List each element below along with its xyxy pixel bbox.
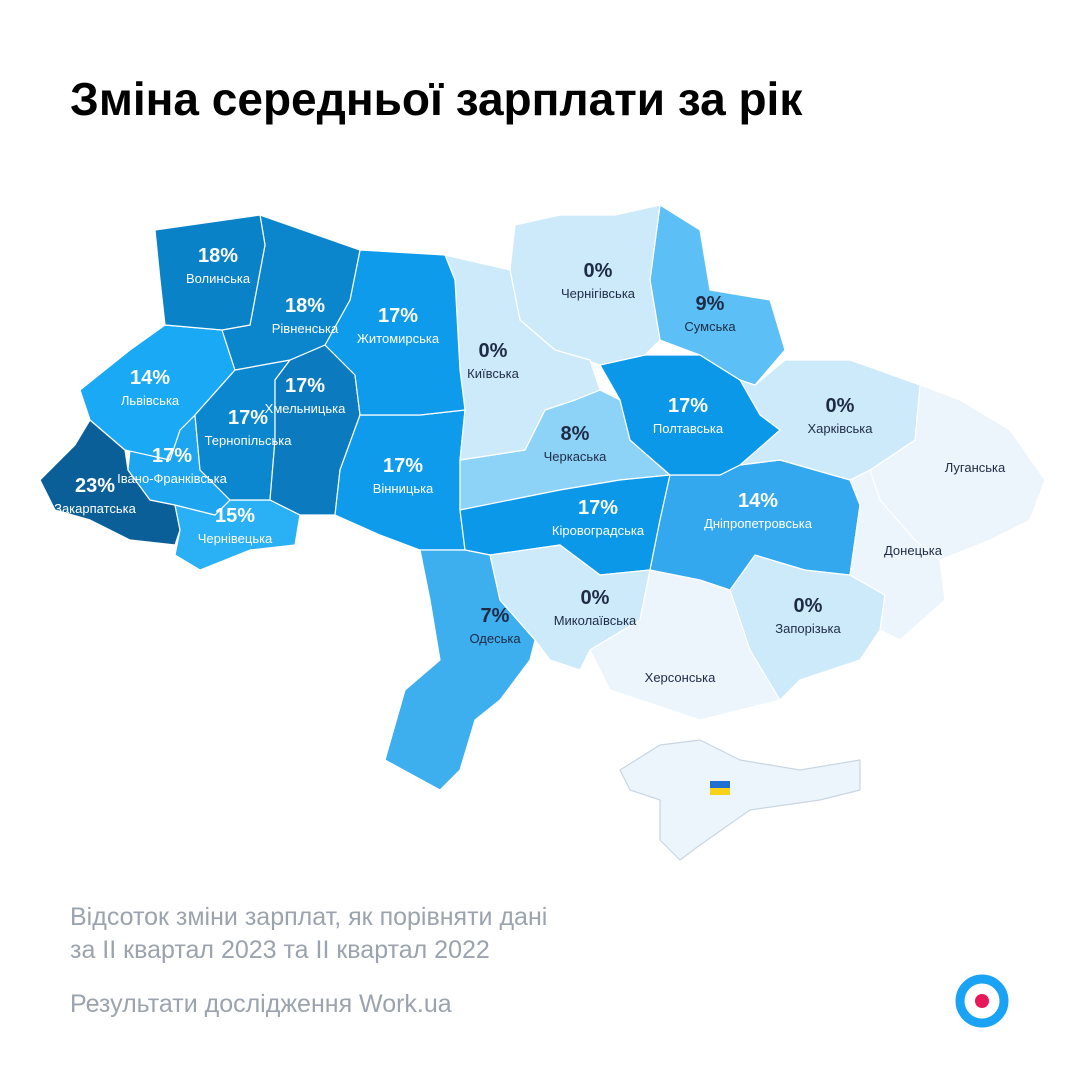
region-name: Луганська [945,460,1006,475]
value-label: 8% [561,423,590,445]
region-name: Дніпропетровська [704,516,813,531]
region-name: Волинська [186,271,251,286]
value-label: 17% [383,455,423,477]
region-name: Запорізька [775,621,841,636]
value-label: 18% [198,245,238,267]
region-name: Херсонська [645,670,716,685]
map [39,204,1046,861]
logo [955,974,1009,1028]
value-label: 0% [794,595,823,617]
region-name: Київська [467,366,519,381]
value-label: 17% [578,497,618,519]
value-label: 17% [285,375,325,397]
region-name: Рівненська [272,321,339,336]
region-name: Сумська [684,319,736,334]
subtitle-line: Відсоток зміни зарплат, як порівняти дан… [70,903,547,931]
region-name: Вінницька [373,481,434,496]
region [599,354,781,476]
value-label: 0% [581,587,610,609]
region-name: Житомирська [357,331,440,346]
value-label: 23% [75,475,115,497]
value-label: 17% [228,407,268,429]
crimea [619,739,861,861]
region-name: Чернігівська [561,286,636,301]
value-label: 7% [481,605,510,627]
source: Результати дослідження Work.ua [70,990,452,1018]
value-label: 14% [738,490,778,512]
title: Зміна середньої зарплати за рік [70,73,803,125]
value-label: 14% [130,367,170,389]
region-name: Донецька [884,543,943,558]
value-label: 0% [584,260,613,282]
region-name: Чернівецька [198,531,273,546]
region-name: Полтавська [653,421,724,436]
labels: 18% Волинська 18% Рівненська 17% Житомирська 0… [54,245,1006,685]
region [154,214,266,331]
region-name: Закарпатська [54,501,137,516]
value-label: 15% [215,505,255,527]
value-label: 17% [152,445,192,467]
value-label: 0% [479,340,508,362]
region-name: Тернопільська [205,433,293,448]
region [334,409,466,551]
region-name: Черкаська [544,449,608,464]
value-label: 17% [378,305,418,327]
region-name: Хмельницька [265,401,346,416]
value-label: 0% [826,395,855,417]
region-name: Миколаївська [554,613,637,628]
region-name: Львівська [121,393,180,408]
region-name: Івано-Франківська [117,471,227,486]
region-name: Одеська [469,631,521,646]
region-name: Харківська [808,421,874,436]
region-name: Кіровоградська [552,523,645,538]
subtitle-line: за II квартал 2023 та II квартал 2022 [70,936,490,964]
value-label: 9% [696,293,725,315]
value-label: 17% [668,395,708,417]
flag [710,781,730,795]
value-label: 18% [285,295,325,317]
